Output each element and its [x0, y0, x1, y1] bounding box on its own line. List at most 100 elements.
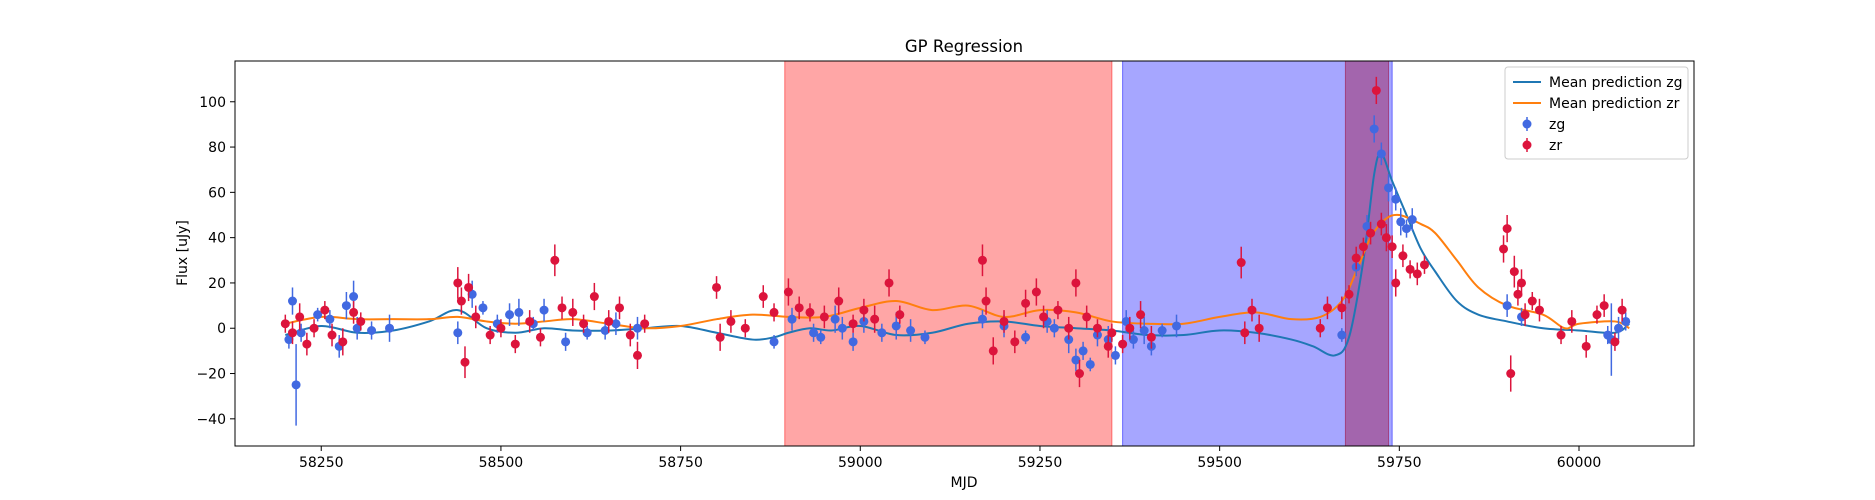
data-point-zr — [1381, 233, 1391, 243]
data-point-zg — [284, 335, 294, 345]
legend-marker-swatch — [1522, 140, 1532, 150]
y-tick-label: 40 — [208, 231, 226, 247]
data-point-zg — [1085, 359, 1095, 369]
data-point-zr — [338, 337, 348, 347]
data-point-zg — [1021, 332, 1031, 342]
data-point-zg — [287, 296, 297, 306]
legend-entry: zg — [1522, 117, 1565, 133]
data-point-zr — [557, 303, 567, 313]
x-tick-label: 58500 — [479, 455, 524, 471]
data-point-zr — [870, 314, 880, 324]
data-point-zg — [349, 292, 359, 302]
y-tick-label: 0 — [217, 321, 226, 337]
data-point-zg — [1502, 301, 1512, 311]
data-point-zg — [1396, 217, 1406, 227]
data-point-zr — [1499, 244, 1509, 254]
data-point-zr — [1039, 312, 1049, 322]
data-point-zr — [453, 278, 463, 288]
legend-label: zr — [1549, 138, 1562, 154]
y-tick-label: 60 — [208, 185, 226, 201]
data-point-zr — [1247, 305, 1257, 315]
y-tick-label: 80 — [208, 140, 226, 156]
legend-marker-swatch — [1522, 119, 1532, 129]
y-tick-label: −40 — [196, 412, 226, 428]
data-point-zg — [341, 301, 351, 311]
data-point-zr — [1315, 323, 1325, 333]
data-point-zr — [859, 305, 869, 315]
data-point-zg — [830, 314, 840, 324]
data-point-zg — [1614, 323, 1624, 333]
data-point-zg — [1071, 355, 1081, 365]
legend-entry: Mean prediction zr — [1513, 96, 1680, 112]
x-tick-label: 58250 — [299, 455, 344, 471]
data-point-zr — [1610, 337, 1620, 347]
data-point-zr — [535, 332, 545, 342]
data-point-zr — [1520, 310, 1530, 320]
red-span — [784, 60, 1113, 447]
data-point-zr — [1517, 278, 1527, 288]
data-point-zg — [561, 337, 571, 347]
data-point-zr — [1071, 278, 1081, 288]
overlap-span — [1344, 60, 1390, 447]
data-point-zg — [505, 310, 515, 320]
data-point-zr — [1146, 332, 1156, 342]
data-point-zr — [1398, 251, 1408, 261]
data-point-zr — [471, 312, 481, 322]
data-point-zg — [611, 319, 621, 329]
data-point-zr — [1125, 323, 1135, 333]
data-point-zr — [1405, 264, 1415, 274]
data-point-zg — [977, 314, 987, 324]
data-point-zr — [1136, 310, 1146, 320]
data-point-zr — [1592, 310, 1602, 320]
data-point-zr — [895, 310, 905, 320]
observation-points — [280, 76, 1631, 426]
data-point-zg — [891, 321, 901, 331]
data-point-zg — [539, 305, 549, 315]
data-point-zr — [1322, 303, 1332, 313]
data-point-zr — [1617, 305, 1627, 315]
data-point-zr — [1509, 267, 1519, 277]
data-point-zg — [296, 328, 306, 338]
data-point-zr — [1534, 305, 1544, 315]
x-axis-ticks: 58250 58500 58750 59000 59250 59500 59750 60000 — [299, 446, 1601, 471]
data-point-zr — [302, 339, 312, 349]
legend-label: Mean prediction zg — [1549, 75, 1683, 91]
data-point-zr — [625, 330, 635, 340]
data-point-zr — [485, 330, 495, 340]
data-point-zr — [1074, 369, 1084, 379]
data-point-zr — [1064, 323, 1074, 333]
data-point-zg — [1362, 221, 1372, 231]
data-point-zr — [464, 282, 474, 292]
data-point-zr — [981, 296, 991, 306]
data-point-zg — [385, 323, 395, 333]
data-point-zr — [1358, 242, 1368, 252]
data-point-zr — [1581, 341, 1591, 351]
line-mean-prediction-zg — [285, 152, 1630, 357]
data-point-zg — [816, 332, 826, 342]
data-point-zr — [320, 305, 330, 315]
data-point-zg — [478, 303, 488, 313]
data-point-zr — [1082, 312, 1092, 322]
data-point-zg — [467, 289, 477, 299]
y-tick-label: 100 — [199, 95, 226, 111]
x-axis-label: MJD — [951, 475, 978, 491]
data-point-zg — [600, 326, 610, 335]
data-point-zg — [1157, 326, 1167, 335]
data-point-zg — [1384, 183, 1394, 193]
data-point-zr — [1103, 341, 1113, 351]
data-point-zr — [1031, 287, 1041, 297]
data-point-zr — [1021, 298, 1031, 308]
data-point-zr — [1053, 305, 1063, 315]
shaded-regions — [784, 60, 1393, 447]
data-point-zr — [456, 296, 466, 306]
data-point-zr — [1371, 85, 1381, 95]
data-point-zg — [1078, 346, 1088, 356]
data-point-zg — [632, 323, 642, 333]
y-tick-label: 20 — [208, 276, 226, 292]
data-point-zr — [1506, 369, 1516, 379]
data-point-zr — [327, 330, 337, 340]
data-point-zr — [794, 303, 804, 313]
data-point-zg — [837, 323, 847, 333]
data-point-zg — [1407, 215, 1417, 225]
series-zr — [280, 76, 1627, 392]
